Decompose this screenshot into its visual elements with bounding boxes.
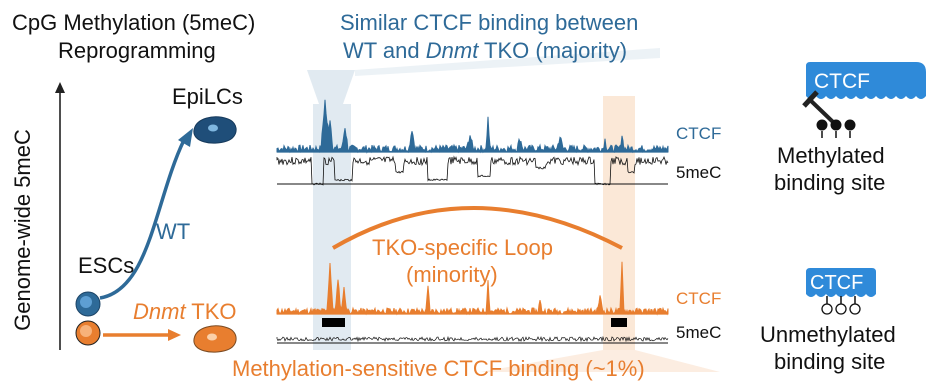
blue-callout-wedge (355, 48, 660, 76)
tko-loop-arc (331, 206, 623, 250)
ctcf-box-top-label: CTCF (814, 70, 870, 93)
tko-ctcf-label: CTCF (676, 289, 722, 308)
tko-label-rest: TKO (185, 299, 237, 324)
esc-cell-icon (75, 291, 101, 317)
up-arrow-icon (55, 82, 65, 350)
methylated-line1: Methylated (777, 143, 885, 168)
title-line2: Reprogramming (58, 38, 216, 63)
anchor-box-left (322, 318, 345, 327)
ctcf-box-bottom-label: CTCF (810, 272, 864, 294)
tko-5mec-label: 5meC (676, 323, 722, 342)
unmethylated-line1: Unmethylated (760, 322, 896, 347)
wt-ctcf-track (276, 99, 669, 154)
orange-funnel-bottom (480, 350, 720, 372)
bottom-caption: Methylation-sensitive CTCF binding (~1%) (232, 356, 645, 381)
orange-highlight-band (603, 96, 635, 350)
blue-funnel-top (307, 70, 355, 104)
unmethylated-cpg-icon (821, 296, 861, 315)
tko-esc-cell-icon (75, 320, 101, 346)
tko-label: Dnmt TKO (133, 301, 237, 323)
loop-label-line2: (minority) (406, 262, 498, 287)
epilc-label: EpiLCs (172, 84, 243, 109)
tko-ctcf-track (276, 261, 669, 327)
epilc-cell-icon (193, 116, 237, 144)
title-line1: CpG Methylation (5meC) (12, 10, 256, 35)
wt-ctcf-label: CTCF (676, 124, 722, 143)
tko-cell-icon (193, 325, 237, 353)
tko-label-italic: Dnmt (133, 299, 186, 324)
wt-5mec-label: 5meC (676, 163, 722, 182)
wt-5mec-track (276, 155, 669, 186)
wt-arrow (99, 128, 193, 300)
tko-5mec-track (276, 335, 669, 344)
inhibit-icon (802, 90, 835, 124)
tko-arrow (103, 329, 181, 341)
top-caption-text-b: TKO (majority) (478, 38, 628, 63)
ctcf-protein-bottom (806, 268, 876, 297)
top-caption-line2: WT and Dnmt TKO (majority) (343, 40, 627, 62)
wt-label: WT (156, 219, 191, 244)
y-axis-label: Genome-wide 5meC (10, 129, 35, 331)
anchor-box-right (611, 318, 627, 327)
top-caption-italic: Dnmt (425, 38, 479, 63)
methylated-cpg-icon (816, 119, 856, 138)
esc-label: ESCs (78, 253, 135, 278)
ctcf-protein-top (806, 62, 926, 99)
loop-label-line1: TKO-specific Loop (372, 235, 553, 260)
top-caption-line1: Similar CTCF binding between (340, 10, 639, 35)
unmethylated-line2: binding site (774, 349, 886, 374)
methylated-line2: binding site (774, 170, 886, 195)
top-caption-text-a: WT and (343, 38, 426, 63)
